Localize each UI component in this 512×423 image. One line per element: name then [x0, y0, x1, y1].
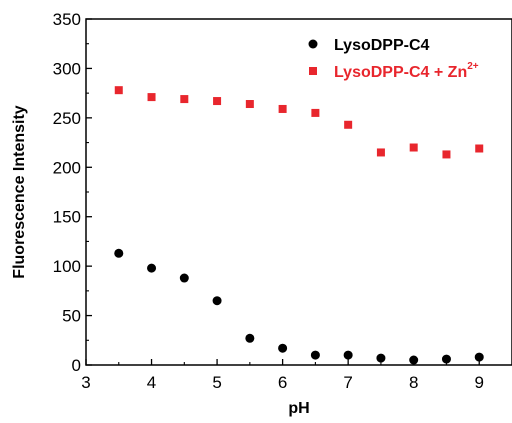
series-2-point: [344, 120, 353, 129]
series-2-point: [278, 104, 287, 113]
series-1-point: [310, 350, 320, 360]
series-2-point: [245, 100, 254, 109]
y-tick-label: 150: [53, 208, 81, 227]
legend-superscript: 2+: [467, 61, 479, 72]
x-tick-label: 5: [212, 373, 221, 392]
series-1-point: [343, 350, 353, 360]
y-tick-label: 200: [53, 158, 81, 177]
series-2-point: [311, 108, 320, 117]
series-2-point: [180, 95, 189, 104]
series-2-point: [409, 143, 418, 152]
x-axis-title: pH: [288, 400, 309, 417]
series-2-point: [114, 86, 123, 95]
series-1-point: [147, 263, 157, 273]
x-tick-label: 8: [409, 373, 418, 392]
series-1-point: [409, 355, 419, 365]
series-2-point: [376, 148, 385, 157]
series-1-point: [278, 343, 288, 353]
series-1-point: [114, 248, 124, 258]
y-axis-title: Fluorescence Intensity: [11, 105, 28, 278]
x-tick-label: 3: [81, 373, 90, 392]
series-1-point: [376, 353, 386, 363]
legend-label-2: LysoDPP-C4 + Zn2+: [334, 61, 479, 81]
series-1-point: [474, 352, 484, 362]
legend: LysoDPP-C4 LysoDPP-C4 + Zn2+: [308, 37, 479, 81]
series-1-point: [212, 296, 222, 306]
y-tick-label: 100: [53, 257, 81, 276]
legend-label-1: LysoDPP-C4: [334, 37, 430, 54]
series-1-point: [179, 273, 189, 283]
series-1-point: [441, 354, 451, 364]
x-tick-label: 4: [147, 373, 156, 392]
series-1-point: [245, 333, 255, 343]
legend-marker-2: [309, 67, 317, 75]
y-tick-label: 350: [53, 10, 81, 29]
series-2-point: [213, 97, 222, 106]
y-tick-label: 50: [62, 307, 81, 326]
x-tick-label: 6: [278, 373, 287, 392]
series-2-point: [442, 150, 451, 159]
series-2-point: [147, 93, 156, 102]
y-tick-label: 0: [72, 356, 81, 375]
y-tick-label: 250: [53, 109, 81, 128]
axis-ticks: 3 4 5 6 7 8 9 0 50 100 150 200 250 300 350: [53, 10, 484, 392]
x-tick-label: 7: [343, 373, 352, 392]
legend-marker-1: [308, 39, 318, 49]
series-2-point: [475, 144, 484, 153]
y-tick-label: 300: [53, 59, 81, 78]
x-tick-label: 9: [474, 373, 483, 392]
data-points: [114, 86, 484, 365]
